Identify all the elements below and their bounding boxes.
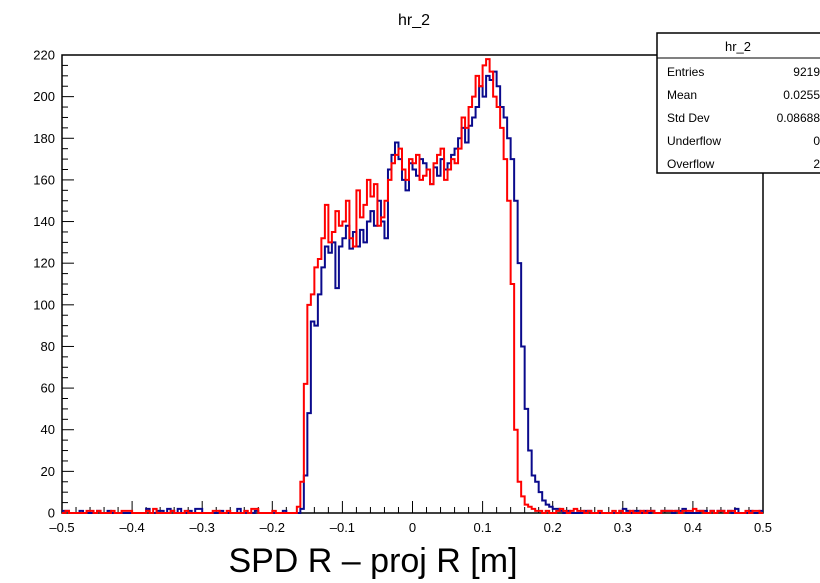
stats-value-stddev: 0.08688 (777, 111, 820, 125)
y-tick-label: 140 (33, 214, 55, 229)
y-tick-label: 40 (41, 422, 55, 437)
stats-box-frame (656, 32, 820, 174)
stats-label-mean: Mean (667, 88, 697, 102)
chart-title: hr_2 (398, 12, 430, 29)
y-tick-label: 100 (33, 297, 55, 312)
y-tick-label: 200 (33, 89, 55, 104)
stats-label-underflow: Underflow (667, 134, 721, 148)
x-tick-label: –0.3 (190, 520, 215, 535)
stats-box: hr_2 Entries 9219 Mean 0.0255 Std Dev 0.… (656, 32, 820, 174)
x-tick-label: 0.3 (614, 520, 632, 535)
y-axis-ticks: 0 20 40 60 80 100 120 140 160 180 200 220 (33, 48, 74, 521)
x-tick-label: 0.4 (684, 520, 702, 535)
x-tick-label: 0.1 (474, 520, 492, 535)
x-tick-label: –0.2 (260, 520, 285, 535)
y-tick-label: 60 (41, 381, 55, 396)
x-tick-label: 0.2 (544, 520, 562, 535)
stats-box-title: hr_2 (725, 39, 751, 54)
x-axis-ticks: –0.5 –0.4 –0.3 –0.2 –0.1 0 0.1 0.2 0.3 0.4 0.5 (49, 501, 772, 535)
y-tick-label: 20 (41, 464, 55, 479)
x-tick-label: –0.1 (330, 520, 355, 535)
stats-value-overflow: 2 (813, 157, 820, 171)
y-tick-label: 220 (33, 48, 55, 63)
x-tick-label: 0 (409, 520, 416, 535)
stats-label-entries: Entries (667, 65, 704, 79)
stats-value-mean: 0.0255 (783, 88, 820, 102)
x-axis-label: SPD R – proj R [m] (228, 542, 517, 580)
x-tick-label: –0.4 (119, 520, 144, 535)
stats-value-entries: 9219 (793, 65, 820, 79)
x-tick-label: –0.5 (49, 520, 74, 535)
y-tick-label: 160 (33, 172, 55, 187)
y-tick-label: 80 (41, 339, 55, 354)
histogram-series (62, 58, 763, 514)
y-tick-label: 180 (33, 131, 55, 146)
y-tick-label: 120 (33, 256, 55, 271)
stats-label-overflow: Overflow (667, 157, 715, 171)
series-red-histogram-line (62, 58, 763, 514)
x-tick-label: 0.5 (754, 520, 772, 535)
y-tick-label: 0 (48, 506, 55, 521)
stats-label-stddev: Std Dev (667, 111, 710, 125)
stats-value-underflow: 0 (813, 134, 820, 148)
